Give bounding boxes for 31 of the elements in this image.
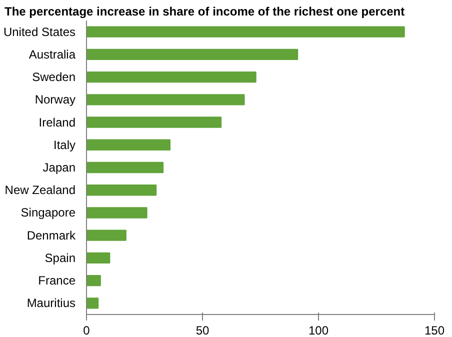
- y-tick-label: Spain: [44, 250, 76, 265]
- bar: [86, 274, 101, 286]
- bar: [86, 207, 148, 218]
- y-tick-label: Australia: [28, 47, 76, 62]
- y-tick-label: Sweden: [32, 70, 76, 84]
- x-tick-label: 50: [196, 324, 210, 337]
- bar: [86, 26, 405, 38]
- y-tick-label: Norway: [34, 92, 76, 107]
- x-tick-label: 100: [308, 324, 329, 337]
- bar: [86, 94, 245, 106]
- bar: [86, 230, 126, 241]
- bar: [86, 184, 157, 196]
- y-tick-label: France: [38, 274, 76, 288]
- y-tick-label: Denmark: [26, 228, 76, 242]
- bar: [86, 48, 298, 60]
- bar: [86, 116, 222, 128]
- y-tick-label: United States: [3, 24, 76, 39]
- bar: [86, 252, 110, 264]
- bar: [86, 139, 171, 150]
- bar: [86, 71, 256, 83]
- chart-title: The percentage increase in share of income of the richest one percent: [4, 4, 405, 18]
- y-tick-label: Japan: [42, 160, 76, 174]
- y-tick-label: New Zealand: [4, 183, 76, 198]
- y-tick-label: Mauritius: [26, 296, 76, 310]
- bar: [86, 162, 164, 174]
- x-tick-label: 0: [83, 324, 90, 337]
- x-tick-label: 150: [424, 324, 445, 337]
- bar: [86, 298, 99, 309]
- y-tick-label: Ireland: [38, 115, 76, 130]
- y-tick-label: Singapore: [20, 206, 76, 220]
- y-tick-label: Italy: [53, 138, 76, 152]
